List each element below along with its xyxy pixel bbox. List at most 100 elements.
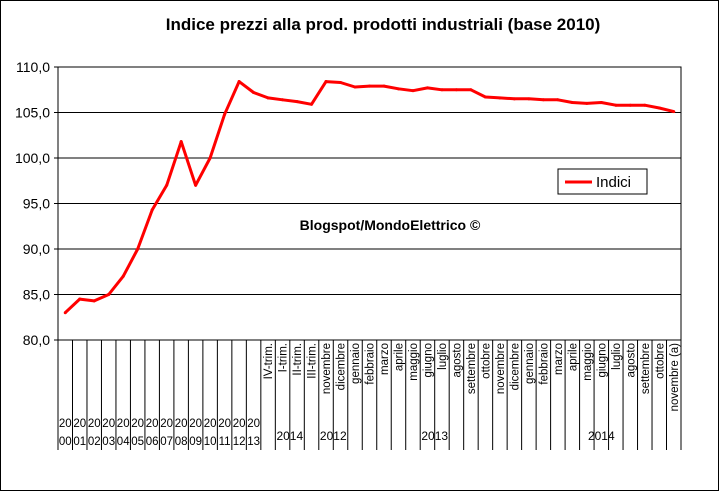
data-point [63,311,67,315]
data-point [281,98,285,102]
data-point [295,100,299,104]
data-point [237,80,241,84]
x-tick-label: 07 [160,436,173,448]
x-tick-label: aprile [393,343,405,371]
x-tick-label: marzo [553,343,565,375]
data-point [150,208,154,212]
data-point [527,97,531,101]
data-point [628,103,632,107]
x-tick-label: 20 [102,418,115,430]
x-tick-label: 01 [73,436,86,448]
data-point [121,274,125,278]
x-tick-label: 20 [88,418,101,430]
data-point [382,84,386,88]
x-tick-label: 20 [218,418,231,430]
data-point [396,87,400,91]
data-point [339,80,343,84]
legend: Indici [557,168,648,195]
data-point [483,95,487,99]
x-tick-label: gennaio [350,343,362,384]
data-point [368,84,371,88]
x-tick-label: ottobre [654,343,666,379]
x-tick-label: 20 [73,418,86,430]
data-points [63,80,676,315]
x-tick-label: II-trim. [292,343,304,376]
x-tick-label: aprile [567,343,579,371]
x-group-label: 2012 [320,429,347,443]
data-point [252,90,256,94]
data-point [411,89,415,93]
x-tick-label: maggio [408,343,420,381]
x-tick-label: ottobre [480,343,492,379]
x-group-label: 2014 [276,429,303,443]
x-tick-label: 20 [59,418,72,430]
x-tick-label: 03 [102,436,115,448]
x-group-label: 2013 [421,429,448,443]
data-point [107,293,111,296]
y-axis-ticks: 80,0 85,0 90,0 95,0 100,0 105,0 110,0 [15,59,58,348]
x-tick-label: agosto [625,343,637,378]
x-tick-label: 11 [219,436,231,448]
x-tick-label: 13 [247,436,260,448]
data-point [498,96,502,100]
x-tick-label: 05 [131,436,144,448]
legend-label: Indici [596,174,631,191]
y-tick-label: 80,0 [23,332,50,348]
x-tick-label: 04 [117,436,130,448]
data-point [208,156,212,160]
y-tick-label: 85,0 [23,287,50,303]
data-point [92,299,96,303]
y-tick-label: 110,0 [16,59,50,75]
x-tick-label: luglio [437,343,449,370]
data-point [194,183,198,187]
x-tick-label: IV-trim. [263,343,275,379]
x-tick-label: settembre [640,343,652,394]
x-tick-label: novembre (a) [669,343,681,412]
data-point [672,110,676,114]
series-line-indici [64,80,675,314]
x-tick-label: dicembre [509,343,521,390]
y-tick-label: 95,0 [23,196,50,212]
data-point [469,88,473,92]
y-tick-label: 90,0 [23,241,50,257]
data-point [223,112,227,116]
x-tick-label: marzo [379,343,391,375]
data-point [541,98,545,102]
x-tick-label: novembre [321,343,333,394]
data-point [78,297,82,301]
x-tick-label: 20 [146,418,159,430]
x-tick-label: 20 [117,418,130,430]
x-tick-label: dicembre [336,343,348,390]
data-point [657,106,661,110]
x-tick-label: 08 [175,436,188,448]
x-tick-label: novembre [495,343,507,394]
data-point [585,101,589,105]
x-tick-label: giugno [596,343,608,378]
x-tick-label: 20 [160,418,173,430]
data-point [425,86,429,90]
data-point [556,98,560,102]
x-tick-label: luglio [611,343,623,370]
x-tick-label: febbraio [365,343,377,385]
x-tick-label: 20 [175,418,188,430]
watermark: Blogspot/MondoElettrico © [300,217,481,233]
x-tick-label: 10 [204,436,217,448]
x-tick-label: 20 [233,418,246,430]
x-tick-label: gennaio [524,343,536,384]
x-tick-label: III-trim. [307,343,319,379]
y-tick-label: 105,0 [15,105,50,121]
data-point [512,97,516,101]
data-point [136,247,140,251]
x-tick-label: 09 [189,436,202,448]
data-point [324,80,328,84]
x-tick-label: giugno [422,343,434,378]
data-point [310,102,314,106]
x-tick-label: 02 [88,436,101,448]
data-point [440,88,444,92]
data-point [643,103,647,107]
chart-title: Indice prezzi alla prod. prodotti indust… [166,15,601,34]
x-tick-label: 12 [233,436,246,448]
x-tick-label: maggio [582,343,594,381]
x-tick-label: 20 [189,418,202,430]
